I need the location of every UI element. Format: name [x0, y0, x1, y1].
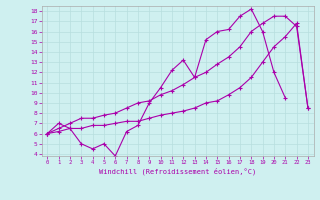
- X-axis label: Windchill (Refroidissement éolien,°C): Windchill (Refroidissement éolien,°C): [99, 168, 256, 175]
